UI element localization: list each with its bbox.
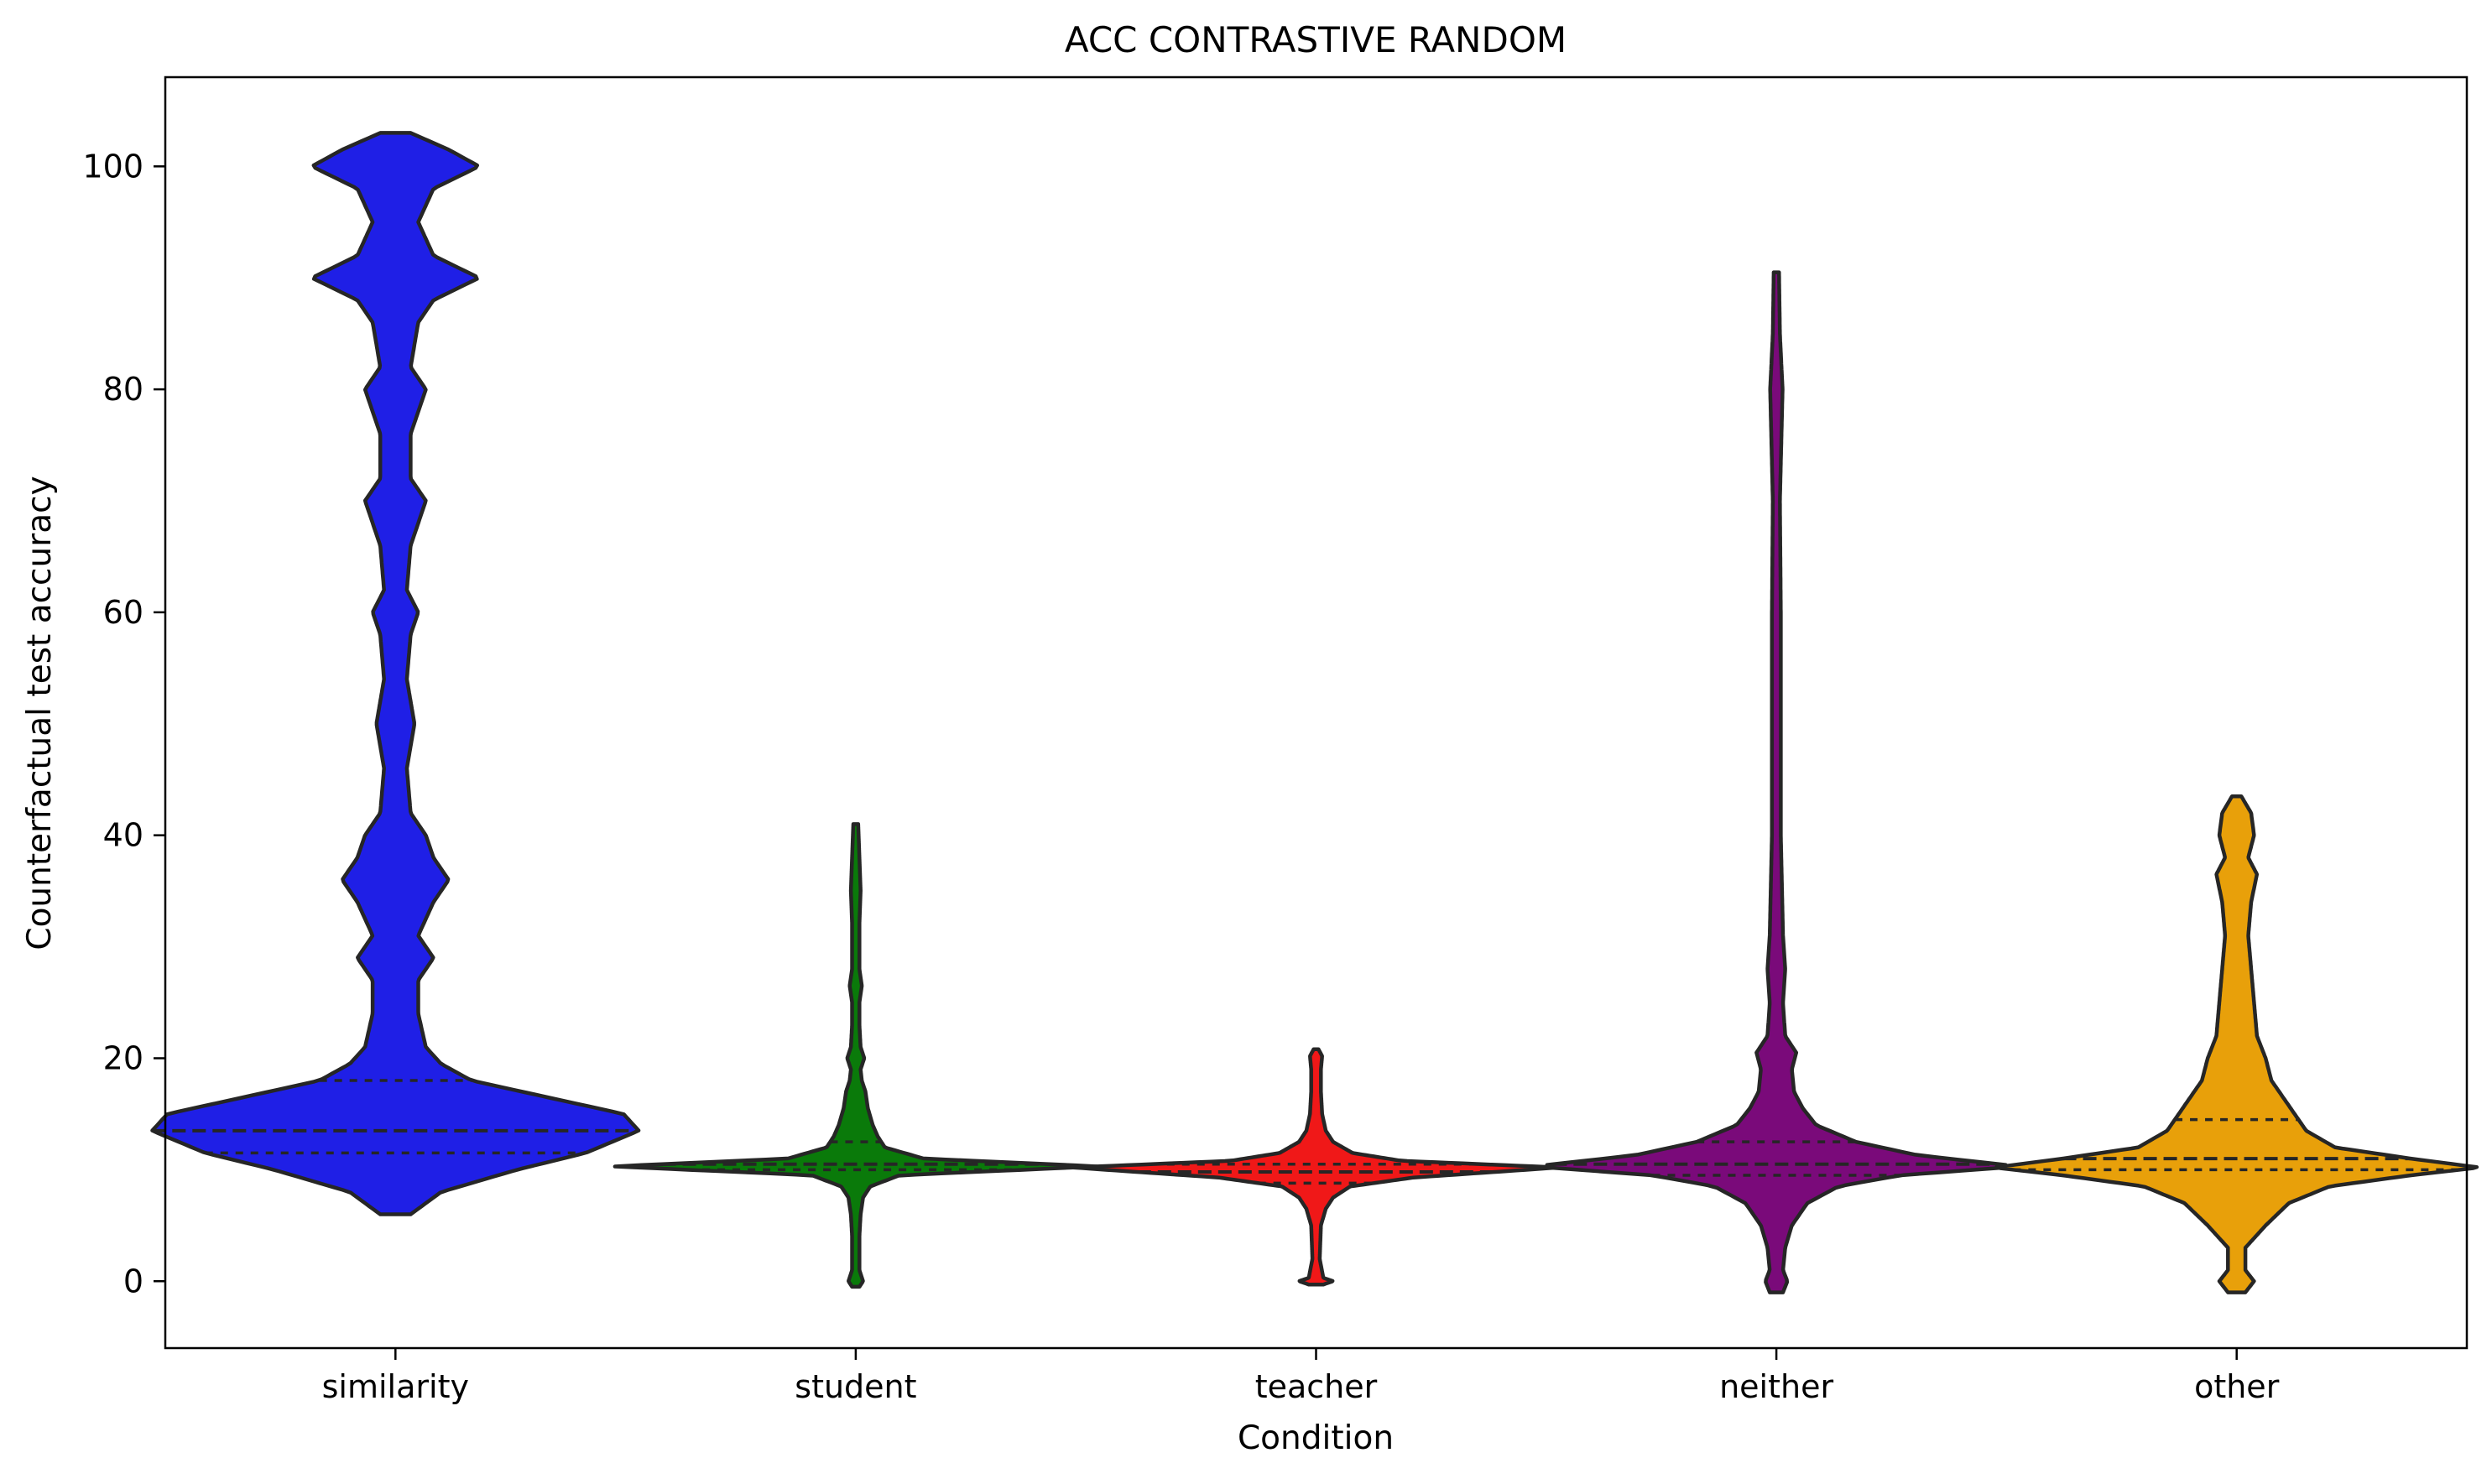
y-tick-label: 20 bbox=[103, 1039, 143, 1076]
x-tick-label: student bbox=[795, 1368, 916, 1405]
violin-similarity bbox=[150, 131, 641, 1216]
violin-body bbox=[1994, 794, 2479, 1294]
violin-teacher bbox=[1071, 1047, 1561, 1287]
x-axis-ticks: similarity student teacher neither other bbox=[322, 1348, 2280, 1405]
chart-title: ACC CONTRASTIVE RANDOM bbox=[1065, 19, 1567, 60]
x-axis-label: Condition bbox=[1238, 1419, 1394, 1457]
violin-student bbox=[613, 822, 1099, 1289]
x-tick-label: similarity bbox=[322, 1368, 469, 1405]
x-tick-label: neither bbox=[1719, 1368, 1833, 1405]
violin-body bbox=[150, 131, 641, 1216]
y-tick-label: 100 bbox=[82, 148, 143, 185]
violin-body bbox=[1545, 270, 2009, 1294]
y-tick-label: 80 bbox=[103, 371, 143, 408]
violin-body bbox=[1071, 1047, 1561, 1287]
x-tick-label: other bbox=[2194, 1368, 2280, 1405]
violin-neither bbox=[1545, 270, 2009, 1294]
violins-layer bbox=[150, 131, 2479, 1294]
y-axis-label: Counterfactual test accuracy bbox=[21, 476, 59, 950]
x-tick-label: teacher bbox=[1255, 1368, 1378, 1405]
y-tick-label: 60 bbox=[103, 594, 143, 631]
y-tick-label: 0 bbox=[123, 1263, 143, 1299]
y-axis-ticks: 0 20 40 60 80 100 bbox=[82, 148, 165, 1299]
violin-other bbox=[1994, 794, 2479, 1294]
y-tick-label: 40 bbox=[103, 817, 143, 854]
